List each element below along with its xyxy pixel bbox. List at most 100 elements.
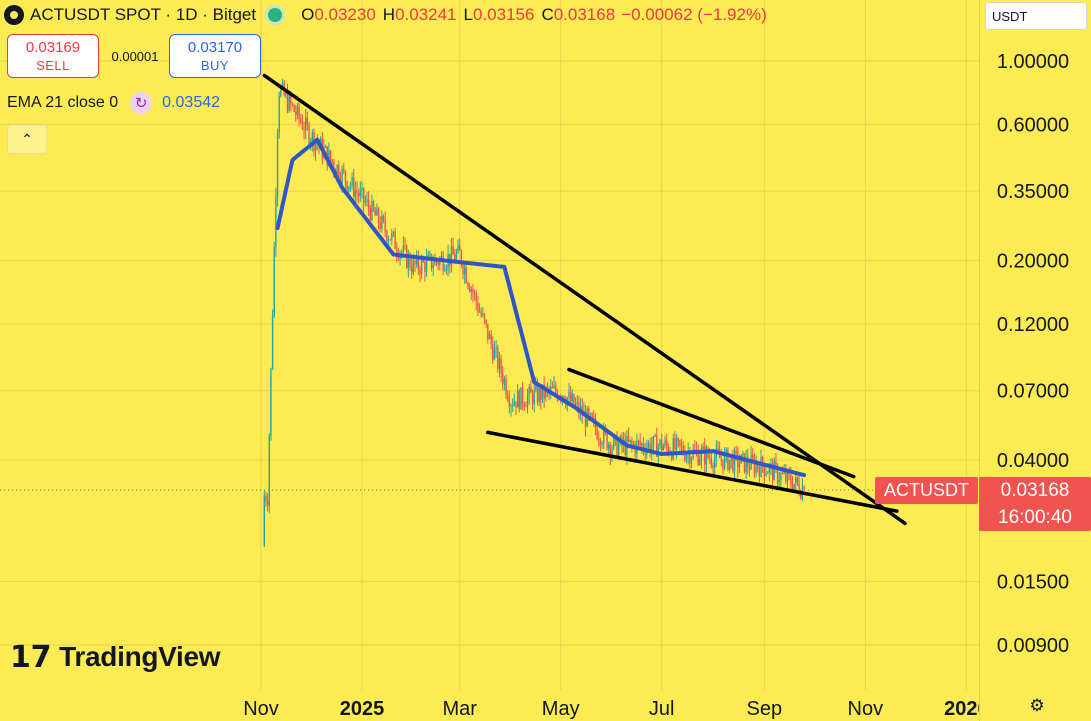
candle-body	[434, 258, 436, 266]
chevron-up-icon: ⌃	[21, 131, 33, 147]
candle-body	[465, 267, 468, 283]
tradingview-logo[interactable]: 17 TradingView	[10, 639, 221, 675]
candle-body	[409, 255, 411, 268]
candle-body	[677, 438, 679, 441]
currency-selector[interactable]: USDT	[985, 2, 1087, 30]
candle-body	[611, 448, 613, 456]
candle-body	[775, 461, 777, 466]
candle-body	[606, 432, 608, 449]
candle-body	[348, 186, 350, 190]
candle-body	[343, 168, 345, 172]
candle-body	[361, 187, 363, 191]
candle-body	[717, 448, 719, 452]
candle-body	[391, 232, 393, 240]
candle-body	[480, 311, 482, 316]
trendlines	[262, 73, 907, 526]
candle-body	[473, 292, 476, 294]
candle-body	[588, 408, 590, 415]
candle-body	[589, 413, 592, 415]
tradingview-logo-mark: 17	[10, 639, 52, 675]
candle-body	[374, 210, 376, 216]
collapse-legend-button[interactable]: ⌃	[7, 124, 47, 154]
candle-body	[367, 199, 370, 209]
candle-body	[728, 459, 731, 470]
candle-body	[475, 292, 477, 303]
candle-body	[273, 246, 275, 317]
candle-body	[757, 463, 759, 469]
candle-body	[720, 458, 722, 460]
candle-body	[523, 403, 525, 407]
candle-body	[440, 255, 443, 259]
candle-body	[394, 231, 396, 249]
refresh-icon[interactable]: ↻	[130, 92, 153, 114]
time-tick-label: Nov	[243, 698, 279, 720]
candle-body	[410, 267, 413, 273]
candle-body	[760, 457, 762, 477]
candle-body	[526, 395, 529, 407]
candle-body	[401, 251, 403, 253]
candle-body	[483, 314, 486, 320]
candle-body	[362, 187, 365, 202]
candle-body	[329, 150, 332, 160]
candle-body	[785, 471, 787, 482]
candle-body	[500, 358, 502, 374]
candle-body	[422, 259, 424, 262]
candle-body	[641, 443, 643, 446]
candle-body	[296, 105, 299, 116]
candle-body	[667, 445, 670, 454]
candle-body	[419, 269, 421, 274]
candle-body	[765, 473, 767, 476]
candle-body	[674, 438, 676, 449]
sell-button[interactable]: 0.03169 SELL	[7, 34, 99, 78]
candle-body	[266, 501, 269, 506]
candle-body	[300, 118, 302, 122]
candle-body	[528, 386, 530, 396]
candle-body	[601, 443, 603, 445]
candle-body	[376, 208, 378, 216]
gear-icon[interactable]: ⚙	[1029, 696, 1045, 716]
candle-body	[338, 165, 340, 179]
candle-body	[780, 472, 782, 481]
candle-body	[281, 83, 284, 88]
high-key: H	[382, 5, 396, 24]
candle-body	[424, 261, 426, 273]
candle-body	[308, 124, 310, 144]
candle-body	[672, 438, 674, 459]
ema-path	[275, 137, 807, 478]
candle-body	[437, 261, 439, 265]
buy-button[interactable]: 0.03170 BUY	[169, 34, 261, 78]
price-scale[interactable]	[979, 0, 1091, 721]
candle-body	[444, 270, 446, 272]
candle-body	[722, 459, 724, 469]
candle-body	[702, 446, 704, 450]
candle-body	[533, 389, 535, 405]
candle-body	[359, 190, 362, 197]
symbol-line[interactable]: ACTUSDT SPOT · 1D · Bitget	[30, 5, 257, 24]
candle-body	[743, 453, 746, 472]
candle-body	[290, 95, 292, 104]
time-tick-label: Nov	[848, 698, 884, 720]
candle-body	[412, 260, 415, 273]
candle-body	[510, 405, 512, 407]
candle-body	[458, 245, 461, 251]
candle-body	[543, 384, 545, 398]
candle-body	[285, 92, 287, 95]
candle-body	[680, 445, 683, 447]
candle-body	[516, 390, 519, 408]
candle-body	[389, 239, 391, 241]
candle-body	[384, 219, 386, 232]
candle-body	[470, 289, 472, 292]
candle-body	[705, 448, 708, 465]
candle-body	[727, 449, 729, 470]
candle-body	[306, 117, 309, 125]
indicator-legend[interactable]: EMA 21 close 0 ↻ 0.03542	[7, 91, 220, 115]
tradingview-wordmark: TradingView	[59, 641, 221, 672]
candle-body	[415, 256, 418, 265]
candle-body	[460, 250, 463, 265]
candle-body	[555, 385, 557, 393]
candles	[263, 78, 805, 548]
candle-body	[773, 461, 775, 481]
indicator-value: 0.03542	[162, 94, 221, 111]
high-value: 0.03241	[395, 5, 457, 24]
